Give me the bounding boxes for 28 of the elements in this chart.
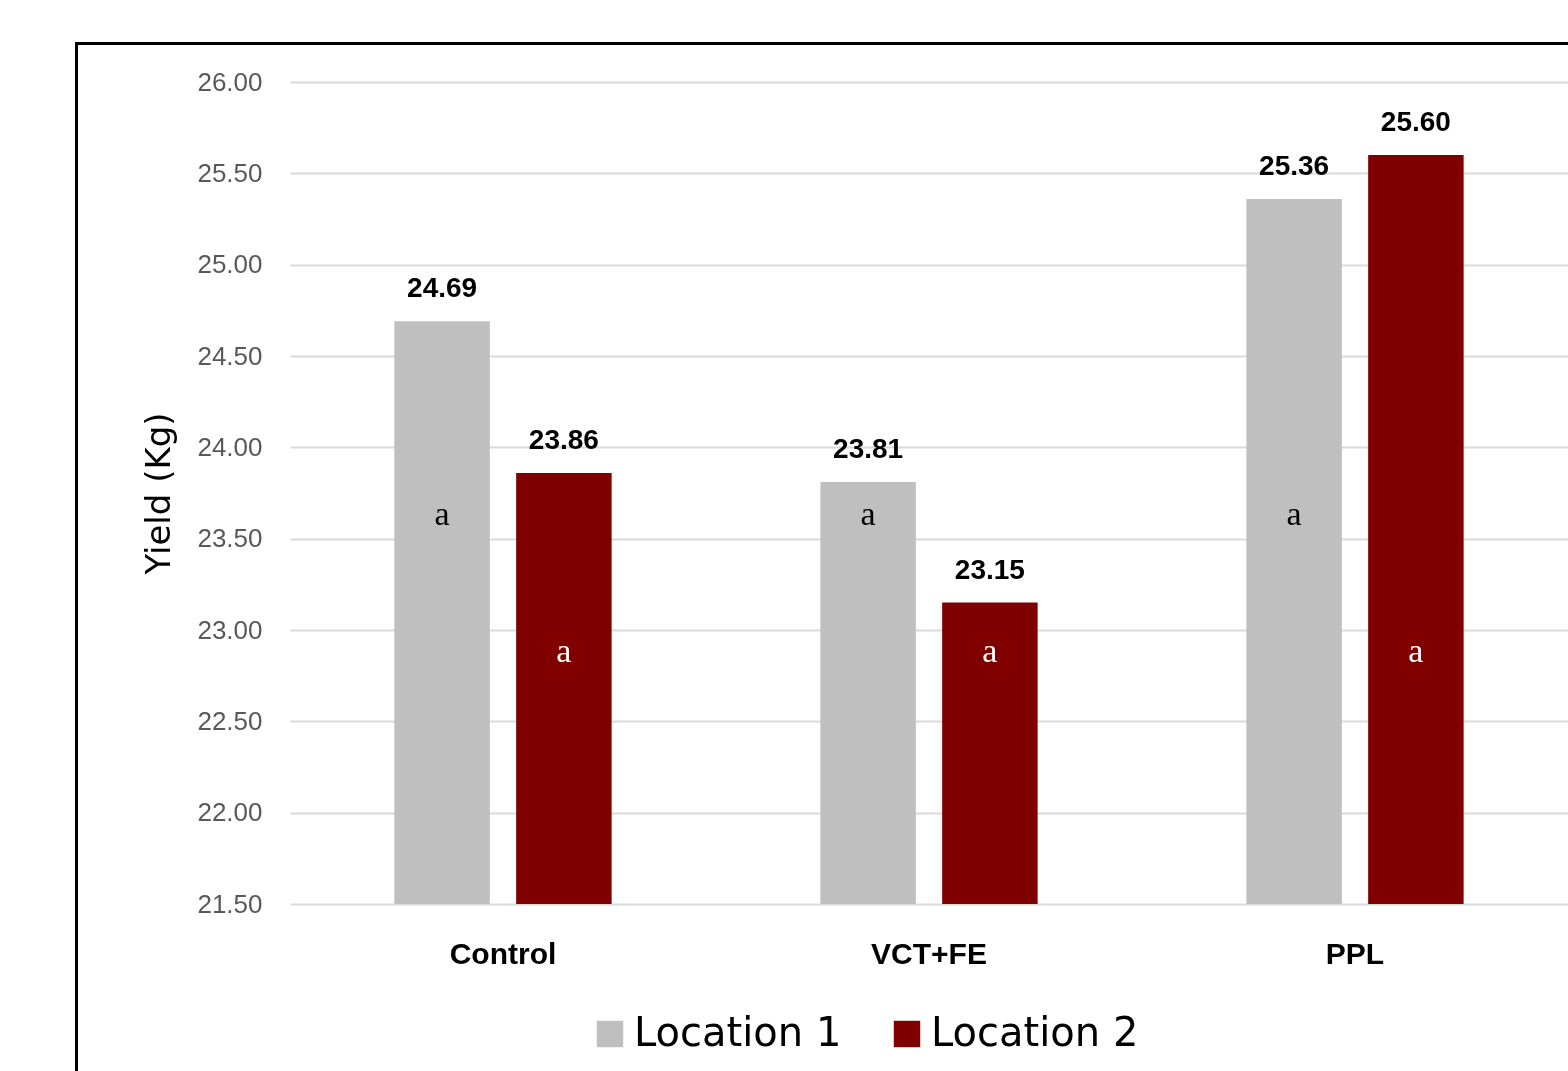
x-tick-label: Control (449, 936, 557, 970)
y-tick-label: 23.50 (197, 523, 263, 554)
data-label: 25.60 (1380, 106, 1451, 138)
x-tick-label: PPL (1325, 936, 1385, 970)
annotation: a (860, 495, 876, 532)
annotation: a (556, 632, 572, 669)
data-label: 24.69 (407, 272, 478, 304)
y-tick-label: 22.00 (197, 797, 263, 828)
y-tick-label: 23.00 (197, 614, 263, 645)
data-label: 25.36 (1259, 149, 1330, 181)
y-axis-title: Yield (Kg) (138, 412, 179, 576)
data-label: 23.15 (954, 553, 1025, 585)
annotation: a (1408, 632, 1424, 669)
y-tick-label: 24.00 (197, 431, 263, 462)
legend-label: Location 2 (931, 1009, 1139, 1055)
x-tick-label: VCT+FE (871, 936, 987, 970)
y-tick-label: 25.50 (197, 157, 263, 188)
data-label: 23.81 (833, 433, 904, 465)
data-label: 23.86 (528, 423, 599, 455)
annotation: a (434, 495, 450, 532)
annotation: a (982, 632, 998, 669)
y-tick-label: 21.50 (197, 888, 263, 919)
y-tick-label: 26.00 (197, 66, 263, 97)
y-tick-label: 25.00 (197, 249, 263, 280)
annotation: a (1286, 495, 1302, 532)
y-tick-label: 24.50 (197, 340, 263, 371)
legend-label: Location 1 (634, 1009, 842, 1055)
y-tick-label: 22.50 (197, 705, 263, 736)
